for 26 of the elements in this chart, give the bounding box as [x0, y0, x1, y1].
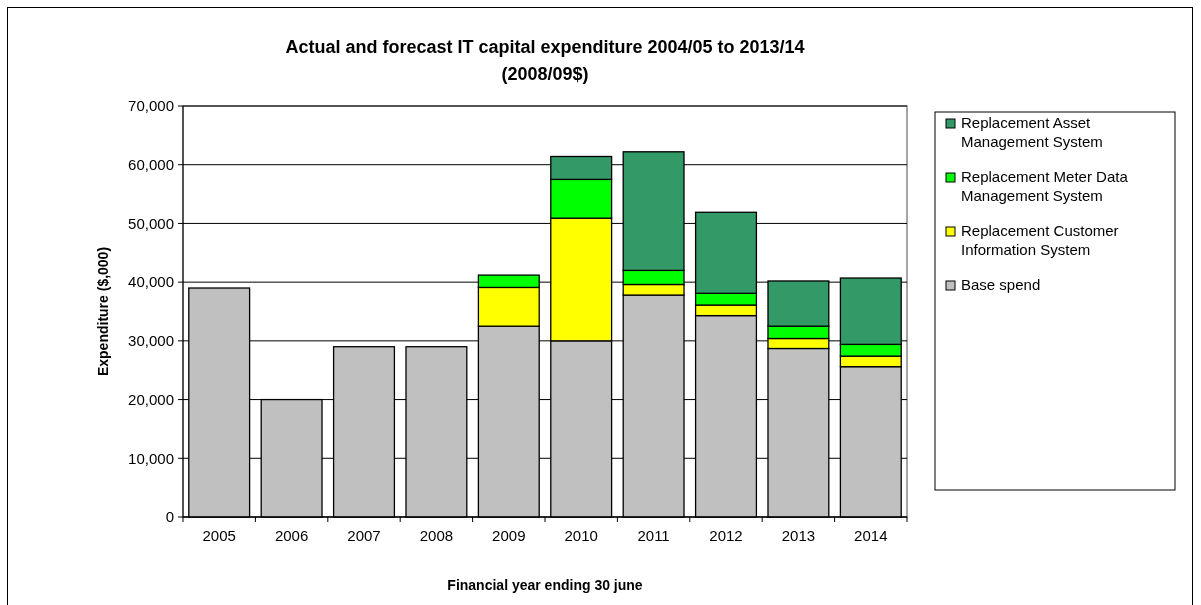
x-tick-label: 2013: [781, 527, 816, 544]
chart-subtitle: (2008/09$): [501, 64, 589, 84]
y-tick-label: 30,000: [128, 332, 174, 350]
x-tick-label: 2010: [564, 527, 598, 544]
legend-label: Replacement Customer Information System: [961, 222, 1119, 258]
x-tick-label: 2008: [419, 527, 454, 544]
y-axis-title: Expenditure ($,000): [95, 246, 111, 377]
legend-label: Base spend: [961, 276, 1041, 293]
x-tick-label: 2006: [274, 527, 309, 544]
x-tick-label: 2014: [854, 527, 888, 544]
y-tick-label: 50,000: [128, 214, 174, 232]
chart-title: Actual and forecast IT capital expenditure 2004/05 to 2013/14: [285, 37, 805, 57]
legend-label: Replacement Meter Data Management System: [961, 168, 1129, 204]
y-tick-label: 40,000: [128, 273, 174, 291]
x-tick-label: 2009: [492, 527, 526, 544]
legend-label: Replacement Asset Management System: [961, 114, 1103, 150]
y-tick-label: 10,000: [128, 449, 174, 467]
x-tick-label: 2005: [202, 527, 236, 544]
x-tick-label: 2007: [347, 527, 381, 544]
x-tick-label: 2012: [709, 527, 743, 544]
y-tick-label: 70,000: [128, 97, 174, 115]
y-tick-label: 0: [165, 508, 174, 526]
x-tick-label: 2011: [637, 527, 670, 544]
y-tick-label: 60,000: [128, 155, 174, 173]
x-axis-title: Financial year ending 30 june: [447, 577, 643, 593]
y-tick-label: 20,000: [128, 390, 174, 408]
